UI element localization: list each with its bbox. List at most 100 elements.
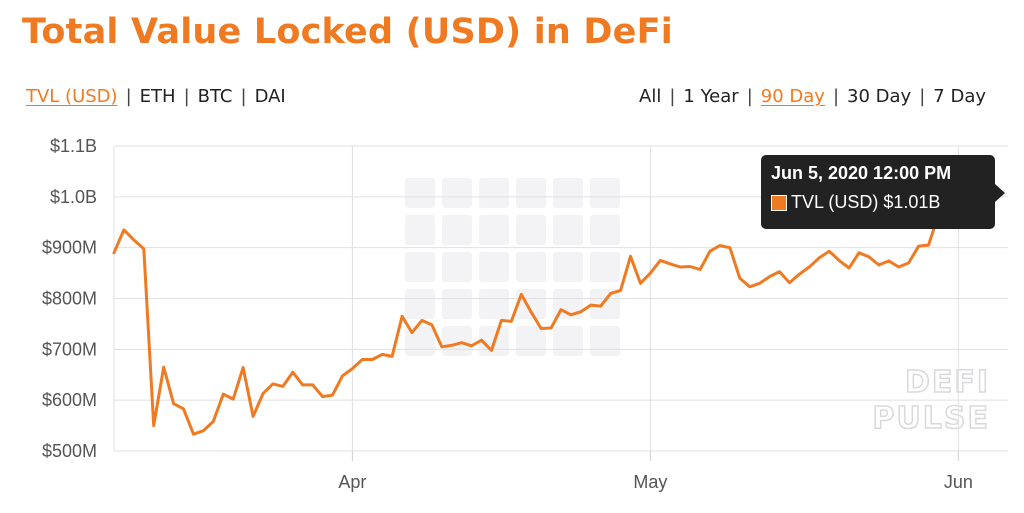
data-point[interactable] [758,281,762,285]
data-point[interactable] [539,327,543,331]
data-point[interactable] [927,243,931,247]
data-point[interactable] [559,308,563,312]
data-point[interactable] [728,246,732,250]
data-point[interactable] [360,358,364,362]
data-point[interactable] [549,326,553,330]
watermark-block [553,215,583,245]
data-point[interactable] [201,429,205,433]
data-point[interactable] [877,263,881,267]
data-point[interactable] [142,247,146,251]
data-point[interactable] [629,254,633,258]
range-option-30-day[interactable]: 30 Day [847,86,912,107]
currency-option-eth[interactable]: ETH [139,86,176,107]
currency-option-btc[interactable]: BTC [197,86,233,107]
watermark-block [405,178,435,208]
data-point[interactable] [827,249,831,253]
data-point[interactable] [241,366,245,370]
data-point[interactable] [192,432,196,436]
data-point[interactable] [708,249,712,253]
data-point[interactable] [837,258,841,262]
data-point[interactable] [639,281,643,285]
data-point[interactable] [460,341,464,345]
data-point[interactable] [400,314,404,318]
watermark-block [405,289,435,319]
data-point[interactable] [579,310,583,314]
data-point[interactable] [917,244,921,248]
data-point[interactable] [211,420,215,424]
y-axis: $500M $600M $700M $800M $900M $1.0B $1.1B [42,136,97,461]
data-point[interactable] [668,262,672,266]
data-point[interactable] [748,285,752,289]
range-option-7-day[interactable]: 7 Day [933,86,986,107]
range-option-1-year[interactable]: 1 Year [683,86,739,107]
data-point[interactable] [678,265,682,269]
data-point[interactable] [291,370,295,374]
data-point[interactable] [420,318,424,322]
data-point[interactable] [490,348,494,352]
tvl-series-line[interactable] [112,190,1000,436]
data-point[interactable] [480,338,484,342]
data-point[interactable] [450,343,454,347]
data-point[interactable] [410,331,414,335]
data-point[interactable] [182,407,186,411]
data-point[interactable] [718,244,722,248]
data-point[interactable] [341,374,345,378]
data-point[interactable] [648,271,652,275]
data-point[interactable] [152,424,156,428]
data-point[interactable] [688,265,692,269]
data-point[interactable] [331,393,335,397]
data-point[interactable] [231,397,235,401]
data-point[interactable] [529,310,533,314]
data-point[interactable] [261,392,265,396]
currency-option-dai[interactable]: DAI [254,86,286,107]
data-point[interactable] [132,238,136,242]
data-point[interactable] [440,345,444,349]
data-point[interactable] [380,352,384,356]
data-point[interactable] [797,272,801,276]
data-point[interactable] [390,354,394,358]
toolbar-separator: | [919,86,926,107]
data-point[interactable] [817,256,821,260]
data-point[interactable] [271,382,275,386]
data-point[interactable] [609,291,613,295]
data-point[interactable] [907,261,911,265]
data-point[interactable] [122,228,126,232]
data-point[interactable] [172,402,176,406]
data-point[interactable] [499,318,503,322]
data-point[interactable] [301,383,305,387]
data-point[interactable] [788,281,792,285]
data-point[interactable] [698,268,702,272]
data-point[interactable] [847,266,851,270]
watermark-block [516,252,546,282]
data-point[interactable] [221,392,225,396]
data-point[interactable] [519,292,523,296]
data-point[interactable] [619,288,623,292]
data-point[interactable] [867,255,871,259]
data-point[interactable] [162,365,166,369]
data-point[interactable] [897,265,901,269]
data-point[interactable] [768,275,772,279]
data-point[interactable] [807,265,811,269]
data-point[interactable] [112,251,116,255]
data-point[interactable] [281,384,285,388]
data-point[interactable] [251,414,255,418]
data-point[interactable] [569,313,573,317]
data-point[interactable] [350,367,354,371]
data-point[interactable] [887,259,891,263]
watermark-block [405,252,435,282]
data-point[interactable] [321,395,325,399]
data-point[interactable] [311,383,315,387]
range-option-90-day[interactable]: 90 Day [760,86,825,107]
data-point[interactable] [658,258,662,262]
range-option-all[interactable]: All [639,86,662,107]
data-point[interactable] [370,358,374,362]
data-point[interactable] [599,304,603,308]
data-point[interactable] [509,319,513,323]
data-point[interactable] [589,303,593,307]
data-point[interactable] [778,270,782,274]
data-point[interactable] [738,276,742,280]
data-point[interactable] [857,251,861,255]
currency-option-tvl-usd[interactable]: TVL (USD) [26,86,118,107]
data-point[interactable] [470,344,474,348]
data-point[interactable] [430,323,434,327]
